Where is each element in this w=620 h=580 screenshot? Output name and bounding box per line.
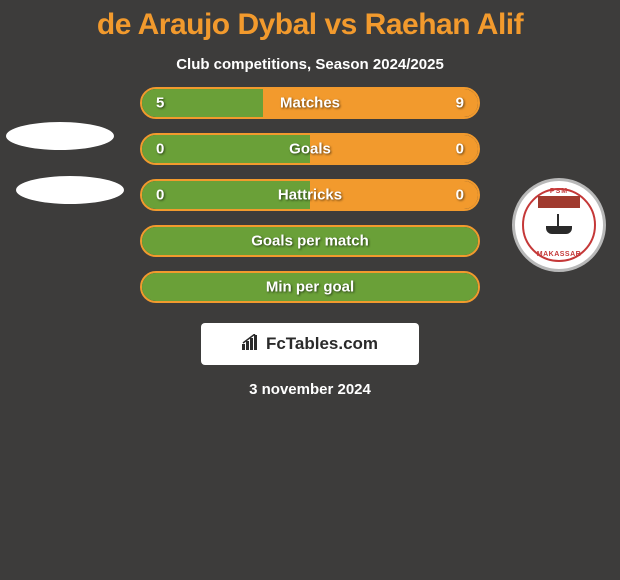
stat-row-hattricks: Hattricks 0 0 [140,179,480,211]
stat-row-matches: Matches 5 9 [140,87,480,119]
badge-ship-icon [544,212,574,234]
badge-brick-icon [538,196,580,208]
badge-text-bottom: MAKASSAR [537,251,581,258]
player-oval-1 [6,122,114,150]
title-text: de Araujo Dybal vs Raehan Alif [97,8,523,41]
stat-value-left: 5 [156,95,164,112]
club-badge-inner: PSM MAKASSAR [522,188,596,262]
fctables-attribution: FcTables.com [201,323,419,365]
stat-value-left: 0 [156,141,164,158]
player-oval-2 [16,176,124,204]
stat-row-min-per-goal: Min per goal [140,271,480,303]
stat-value-right: 0 [456,141,464,158]
stat-label: Goals [289,141,331,158]
stat-fill-left [142,135,310,163]
comparison-title: de Araujo Dybal vs Raehan Alif [0,0,620,42]
badge-text-top: PSM [550,188,568,195]
comparison-subtitle: Club competitions, Season 2024/2025 [0,56,620,73]
stat-value-right: 9 [456,95,464,112]
stat-row-goals-per-match: Goals per match [140,225,480,257]
fctables-text: FcTables.com [266,334,378,354]
club-badge: PSM MAKASSAR [512,178,606,272]
stat-row-goals: Goals 0 0 [140,133,480,165]
stat-value-left: 0 [156,187,164,204]
stat-label: Matches [280,95,340,112]
stat-label: Goals per match [251,233,369,250]
stat-fill-right [310,135,478,163]
stat-value-right: 0 [456,187,464,204]
date-text: 3 november 2024 [0,381,620,398]
stat-label: Hattricks [278,187,342,204]
stat-label: Min per goal [266,279,354,296]
chart-icon [242,334,260,355]
